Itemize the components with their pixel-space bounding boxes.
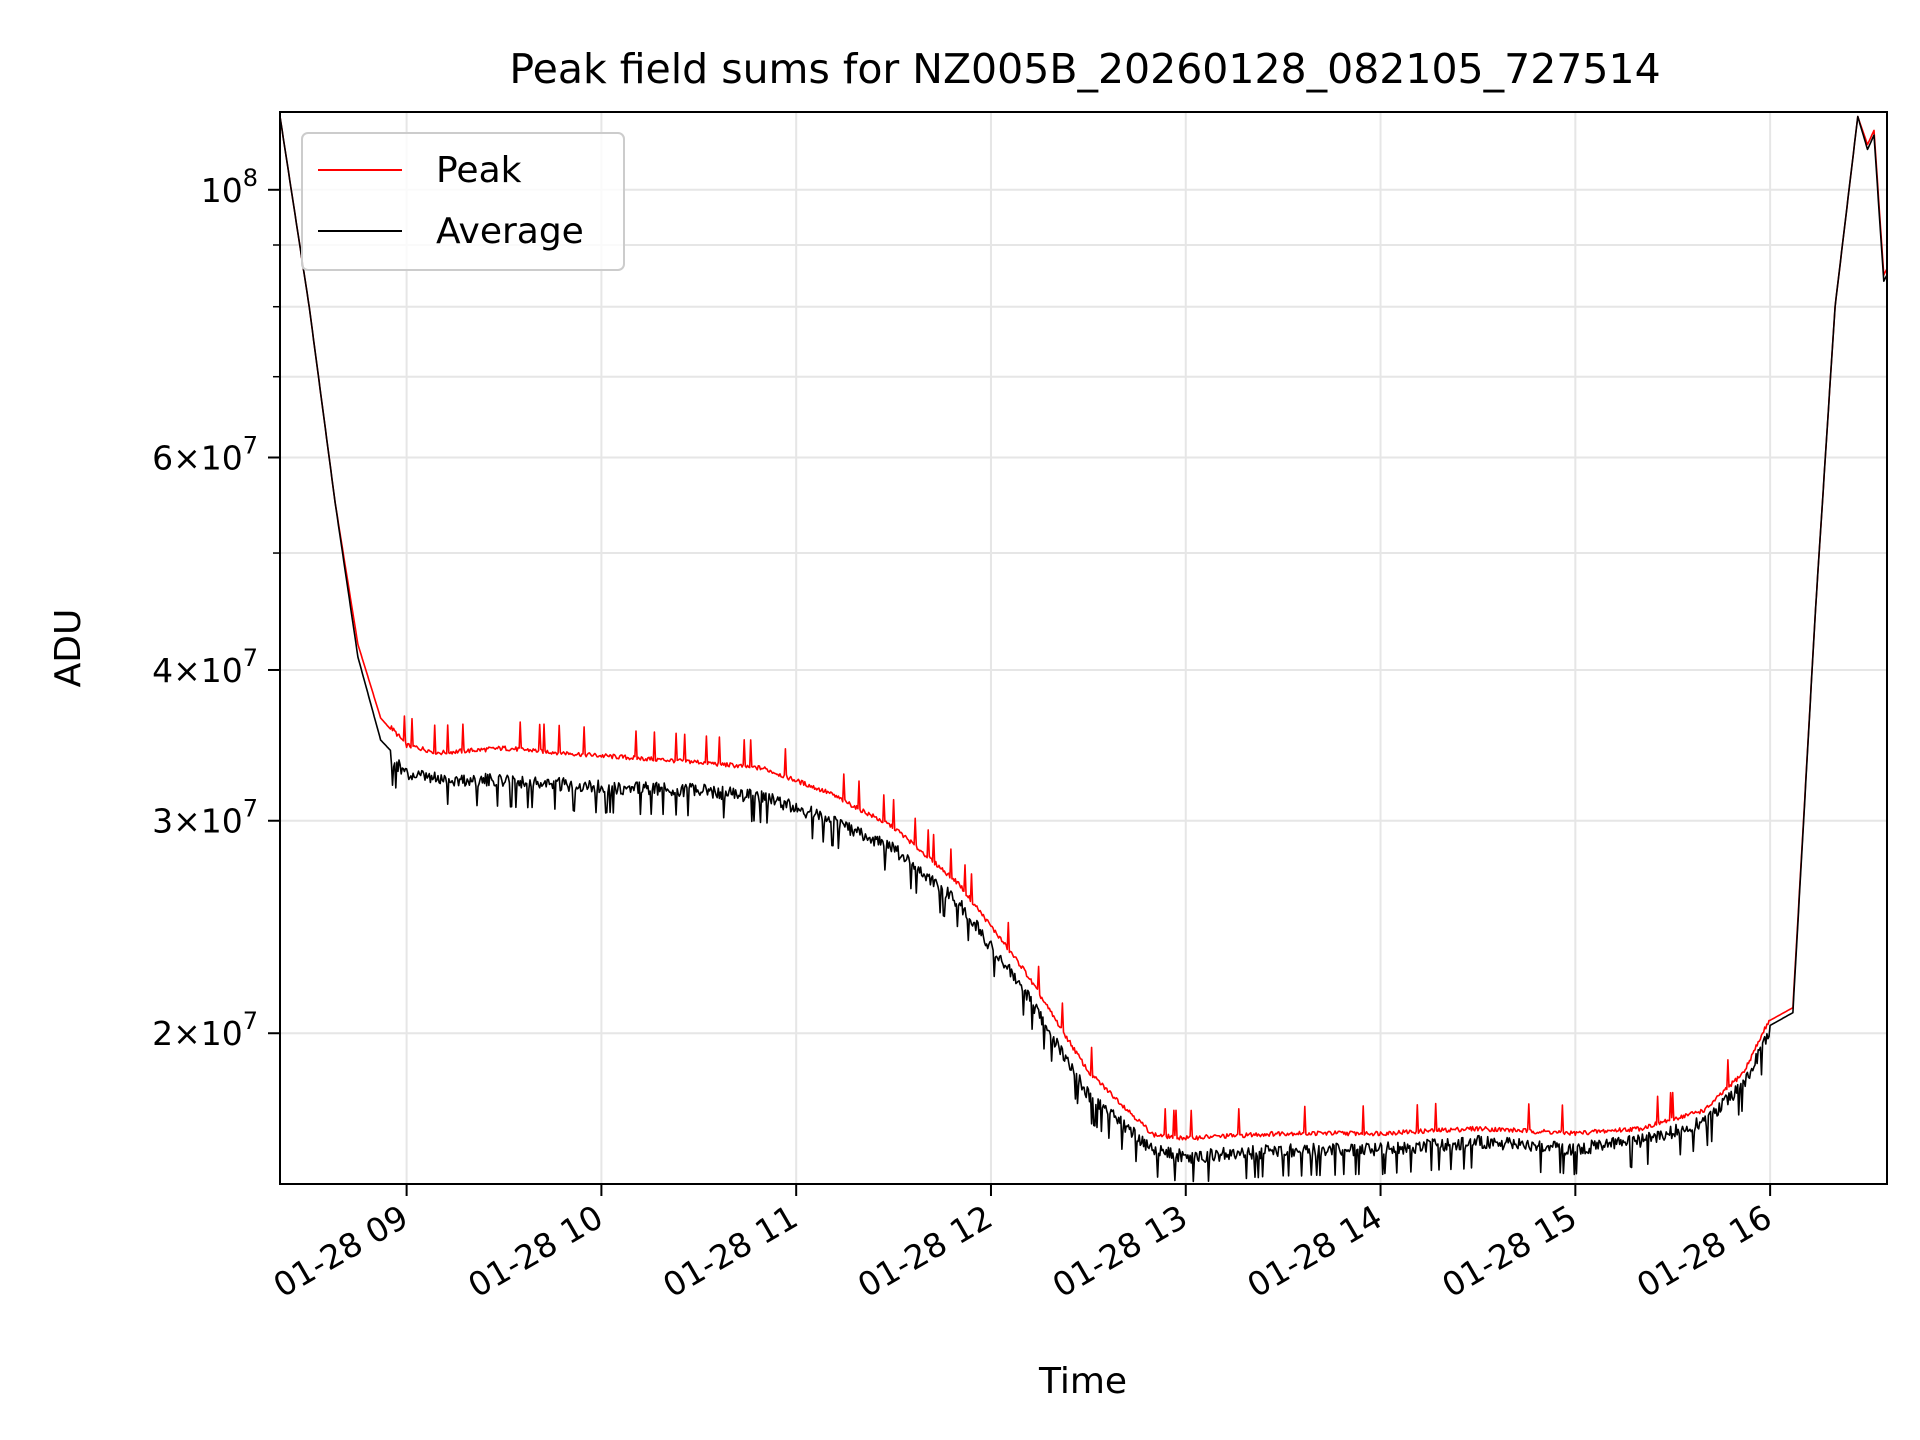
plot-frame bbox=[279, 111, 1888, 1185]
y-tick-label: 6×107 bbox=[152, 431, 258, 477]
legend-label-average: Average bbox=[436, 211, 584, 252]
grid bbox=[280, 112, 1887, 1184]
y-tick-label: 4×107 bbox=[152, 644, 258, 690]
y-tick-label: 2×107 bbox=[152, 1007, 258, 1053]
legend: Peak Average bbox=[301, 132, 625, 271]
legend-label-peak: Peak bbox=[436, 150, 522, 191]
legend-box bbox=[301, 132, 625, 271]
series-group bbox=[279, 115, 1888, 1183]
series-line-average bbox=[279, 115, 1888, 1183]
y-axis: 2×107 3×107 4×107 6×107 108 bbox=[152, 164, 280, 1053]
x-axis-label: Time bbox=[1038, 1361, 1127, 1402]
series-line-peak bbox=[279, 115, 1888, 1141]
y-axis-label: ADU bbox=[48, 609, 89, 688]
y-tick-label: 3×107 bbox=[152, 795, 258, 841]
chart-title: Peak field sums for NZ005B_20260128_0821… bbox=[509, 45, 1660, 93]
y-tick-label: 108 bbox=[201, 164, 258, 210]
